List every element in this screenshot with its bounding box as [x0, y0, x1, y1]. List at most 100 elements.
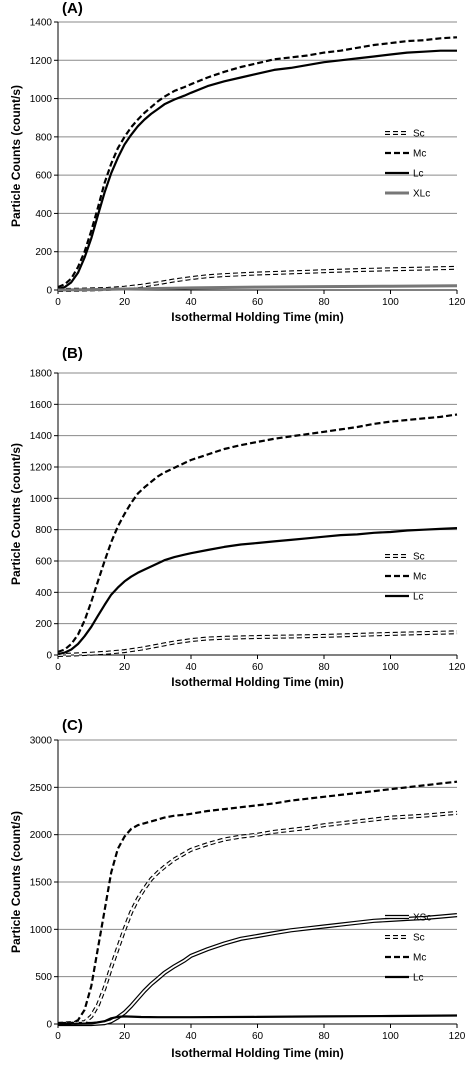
y-tick-label: 0	[46, 651, 52, 662]
y-tick-label: 400	[35, 209, 52, 220]
x-tick-label: 120	[449, 1031, 466, 1042]
legend-entry-xsc: XSc	[385, 913, 431, 924]
series-line-path	[57, 49, 457, 291]
series-line-inner	[57, 812, 458, 1025]
x-tick-label: 120	[449, 297, 466, 308]
panel-label: (C)	[62, 717, 83, 734]
legend-entry-lc: Lc	[385, 973, 424, 984]
series-line-inner	[57, 631, 458, 656]
series-line-path	[57, 36, 458, 289]
y-tick-label: 1000	[30, 94, 53, 105]
legend-entry-sc: Sc	[385, 933, 425, 944]
legend-entry-lc: Lc	[385, 169, 424, 180]
legend-entry-xlc: XLc	[385, 189, 430, 200]
y-tick-label: 200	[35, 619, 52, 630]
x-axis-title: Isothermal Holding Time (min)	[171, 310, 343, 324]
y-tick-label: 0	[46, 286, 52, 297]
x-tick-label: 60	[252, 1031, 264, 1042]
y-tick-label: 600	[35, 557, 52, 568]
series-line-lc	[57, 49, 457, 291]
series-line-xlc	[57, 284, 458, 292]
series-line-path	[57, 413, 458, 653]
y-tick-label: 2000	[30, 830, 53, 841]
x-tick-label: 100	[382, 297, 399, 308]
panel-label: (A)	[62, 0, 83, 17]
y-tick-label: 1600	[30, 400, 53, 411]
legend-label: Mc	[413, 149, 426, 160]
x-tick-label: 0	[55, 662, 61, 673]
y-tick-label: 500	[35, 972, 52, 983]
legend-entry-mc: Mc	[385, 149, 426, 160]
x-axis-title: Isothermal Holding Time (min)	[171, 1046, 343, 1060]
y-tick-label: 1500	[30, 878, 53, 889]
series-line-mc	[57, 36, 458, 289]
series-line-sc	[57, 810, 458, 1026]
x-tick-label: 0	[55, 1031, 61, 1042]
series-line-lc	[57, 1014, 458, 1026]
legend-label: Lc	[413, 973, 424, 984]
y-tick-label: 2500	[30, 783, 53, 794]
y-tick-label: 200	[35, 247, 52, 258]
y-tick-label: 800	[35, 132, 52, 143]
series-line-mc	[57, 780, 458, 1026]
chart-panel-3: 0 500 1000 1500 2000 2500 3000 0 20 40 60 80 100 120 (…	[9, 717, 466, 1060]
x-tick-label: 100	[382, 1031, 399, 1042]
y-axis-title: Particle Counts (count/s)	[9, 811, 23, 953]
y-tick-label: 1000	[30, 494, 53, 505]
y-tick-label: 1200	[30, 463, 53, 474]
legend-label: Sc	[413, 552, 425, 563]
legend-label: Sc	[413, 933, 425, 944]
series-line-path	[57, 284, 458, 292]
series-line-path	[57, 780, 458, 1026]
series-line-path	[57, 527, 458, 656]
series-line-xsc	[58, 913, 458, 1027]
series-line-lc	[57, 527, 458, 656]
y-axis-title: Particle Counts (count/s)	[9, 85, 23, 227]
legend-label: Lc	[413, 169, 424, 180]
y-tick-label: 3000	[30, 736, 53, 747]
legend-label: Mc	[413, 953, 426, 964]
y-tick-label: 800	[35, 525, 52, 536]
y-tick-label: 1800	[30, 369, 53, 380]
legend-entry-mc: Mc	[385, 572, 426, 583]
x-tick-label: 80	[318, 1031, 330, 1042]
legend-entry-sc: Sc	[385, 129, 425, 140]
x-tick-label: 60	[252, 662, 264, 673]
x-tick-label: 20	[119, 662, 131, 673]
x-tick-label: 40	[185, 297, 197, 308]
panel-label: (B)	[62, 345, 83, 362]
legend-label: Sc	[413, 129, 425, 140]
y-tick-label: 1400	[30, 431, 53, 442]
series-line-inner	[58, 914, 458, 1025]
y-axis-title: Particle Counts (count/s)	[9, 443, 23, 585]
x-axis-title: Isothermal Holding Time (min)	[171, 675, 343, 689]
legend-entry-mc: Mc	[385, 953, 426, 964]
x-tick-label: 120	[449, 662, 466, 673]
legend-entry-lc: Lc	[385, 592, 424, 603]
legend-label: Lc	[413, 592, 424, 603]
legend-label: XLc	[413, 189, 430, 200]
x-tick-label: 20	[119, 1031, 131, 1042]
series-line-mc	[57, 413, 458, 653]
chart-panel-2: 0 200 400 600 800 1000 1200 1400 1600 1800 0 20 40 60…	[9, 345, 466, 689]
x-tick-label: 80	[318, 662, 330, 673]
y-tick-label: 0	[46, 1020, 52, 1031]
legend-label: Mc	[413, 572, 426, 583]
x-tick-label: 100	[382, 662, 399, 673]
y-tick-label: 1200	[30, 56, 53, 67]
chart-panel-1: 0 200 400 600 800 1000 1200 1400 0 20 40 60 80 100 120…	[9, 0, 466, 324]
y-tick-label: 1400	[30, 18, 53, 29]
x-tick-label: 80	[318, 297, 330, 308]
y-tick-label: 1000	[30, 925, 53, 936]
x-tick-label: 20	[119, 297, 131, 308]
legend-entry-sc: Sc	[385, 552, 425, 563]
series-line-path	[57, 1014, 458, 1026]
x-tick-label: 40	[185, 1031, 197, 1042]
x-tick-label: 60	[252, 297, 264, 308]
series-line-sc	[57, 630, 458, 657]
legend-label: XSc	[413, 913, 431, 924]
y-tick-label: 600	[35, 171, 52, 182]
x-tick-label: 0	[55, 297, 61, 308]
x-tick-label: 40	[185, 662, 197, 673]
